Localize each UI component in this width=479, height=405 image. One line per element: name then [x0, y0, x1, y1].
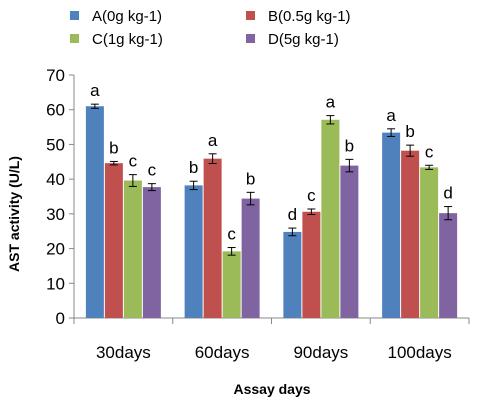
legend-entry-label: D(5g kg-1): [268, 31, 339, 48]
bar: [203, 158, 222, 318]
bar: [184, 185, 203, 318]
legend-swatch: [70, 11, 79, 20]
legend-entry-label: C(1g kg-1): [92, 31, 163, 48]
significance-letter: c: [227, 225, 236, 244]
bar: [222, 251, 241, 318]
significance-letter: c: [425, 142, 434, 161]
y-tick-label: 0: [56, 309, 65, 328]
significance-letter: a: [326, 93, 336, 112]
bar: [439, 213, 458, 318]
y-tick-label: 20: [46, 240, 65, 259]
significance-letter: a: [208, 131, 218, 150]
y-tick-label: 30: [46, 205, 65, 224]
significance-letter: b: [189, 158, 198, 177]
significance-letter: b: [405, 122, 414, 141]
legend-swatch: [246, 34, 255, 43]
y-tick-label: 40: [46, 170, 65, 189]
x-axis: 30days 60days 90days 100days: [73, 317, 470, 362]
y-tick-label: 70: [46, 66, 65, 85]
bar: [142, 187, 161, 318]
significance-letter: a: [90, 81, 100, 100]
x-axis-title: Assay days: [233, 381, 310, 397]
significance-letter: a: [386, 106, 396, 125]
significance-letter: b: [345, 136, 354, 155]
bar: [382, 132, 401, 318]
significance-letter: c: [307, 186, 316, 205]
x-category-label: 100days: [387, 343, 451, 362]
bar: [85, 106, 104, 318]
significance-letter: b: [246, 169, 255, 188]
bar: [104, 163, 123, 318]
y-tick-label: 50: [46, 135, 65, 154]
y-axis: 0 10 20 30 40 50 60 70: [46, 66, 75, 328]
bar: [340, 165, 359, 318]
significance-letter: d: [288, 205, 297, 224]
y-tick-label: 60: [46, 101, 65, 120]
legend-swatch: [70, 34, 79, 43]
significance-letter: c: [148, 161, 157, 180]
legend-entry-label: A(0g kg-1): [92, 8, 162, 25]
x-category-label: 90days: [293, 343, 348, 362]
significance-letter: d: [443, 184, 452, 203]
significance-letter: b: [109, 138, 118, 157]
x-category-label: 60days: [195, 343, 250, 362]
chart-legend: A(0g kg-1) B(0.5g kg-1) C(1g kg-1) D(5g kg-…: [70, 8, 351, 48]
bar: [420, 167, 439, 318]
y-axis-title: AST activity (U/L): [6, 156, 22, 272]
significance-letter: c: [129, 152, 138, 171]
bar: [302, 211, 321, 318]
legend-swatch: [246, 11, 255, 20]
bar: [283, 231, 302, 318]
bar: [241, 198, 260, 318]
bar: [123, 180, 142, 318]
bar: [321, 119, 340, 318]
bar: [401, 150, 420, 318]
legend-entry-label: B(0.5g kg-1): [268, 8, 351, 25]
x-category-label: 30days: [96, 343, 151, 362]
y-tick-label: 10: [46, 274, 65, 293]
